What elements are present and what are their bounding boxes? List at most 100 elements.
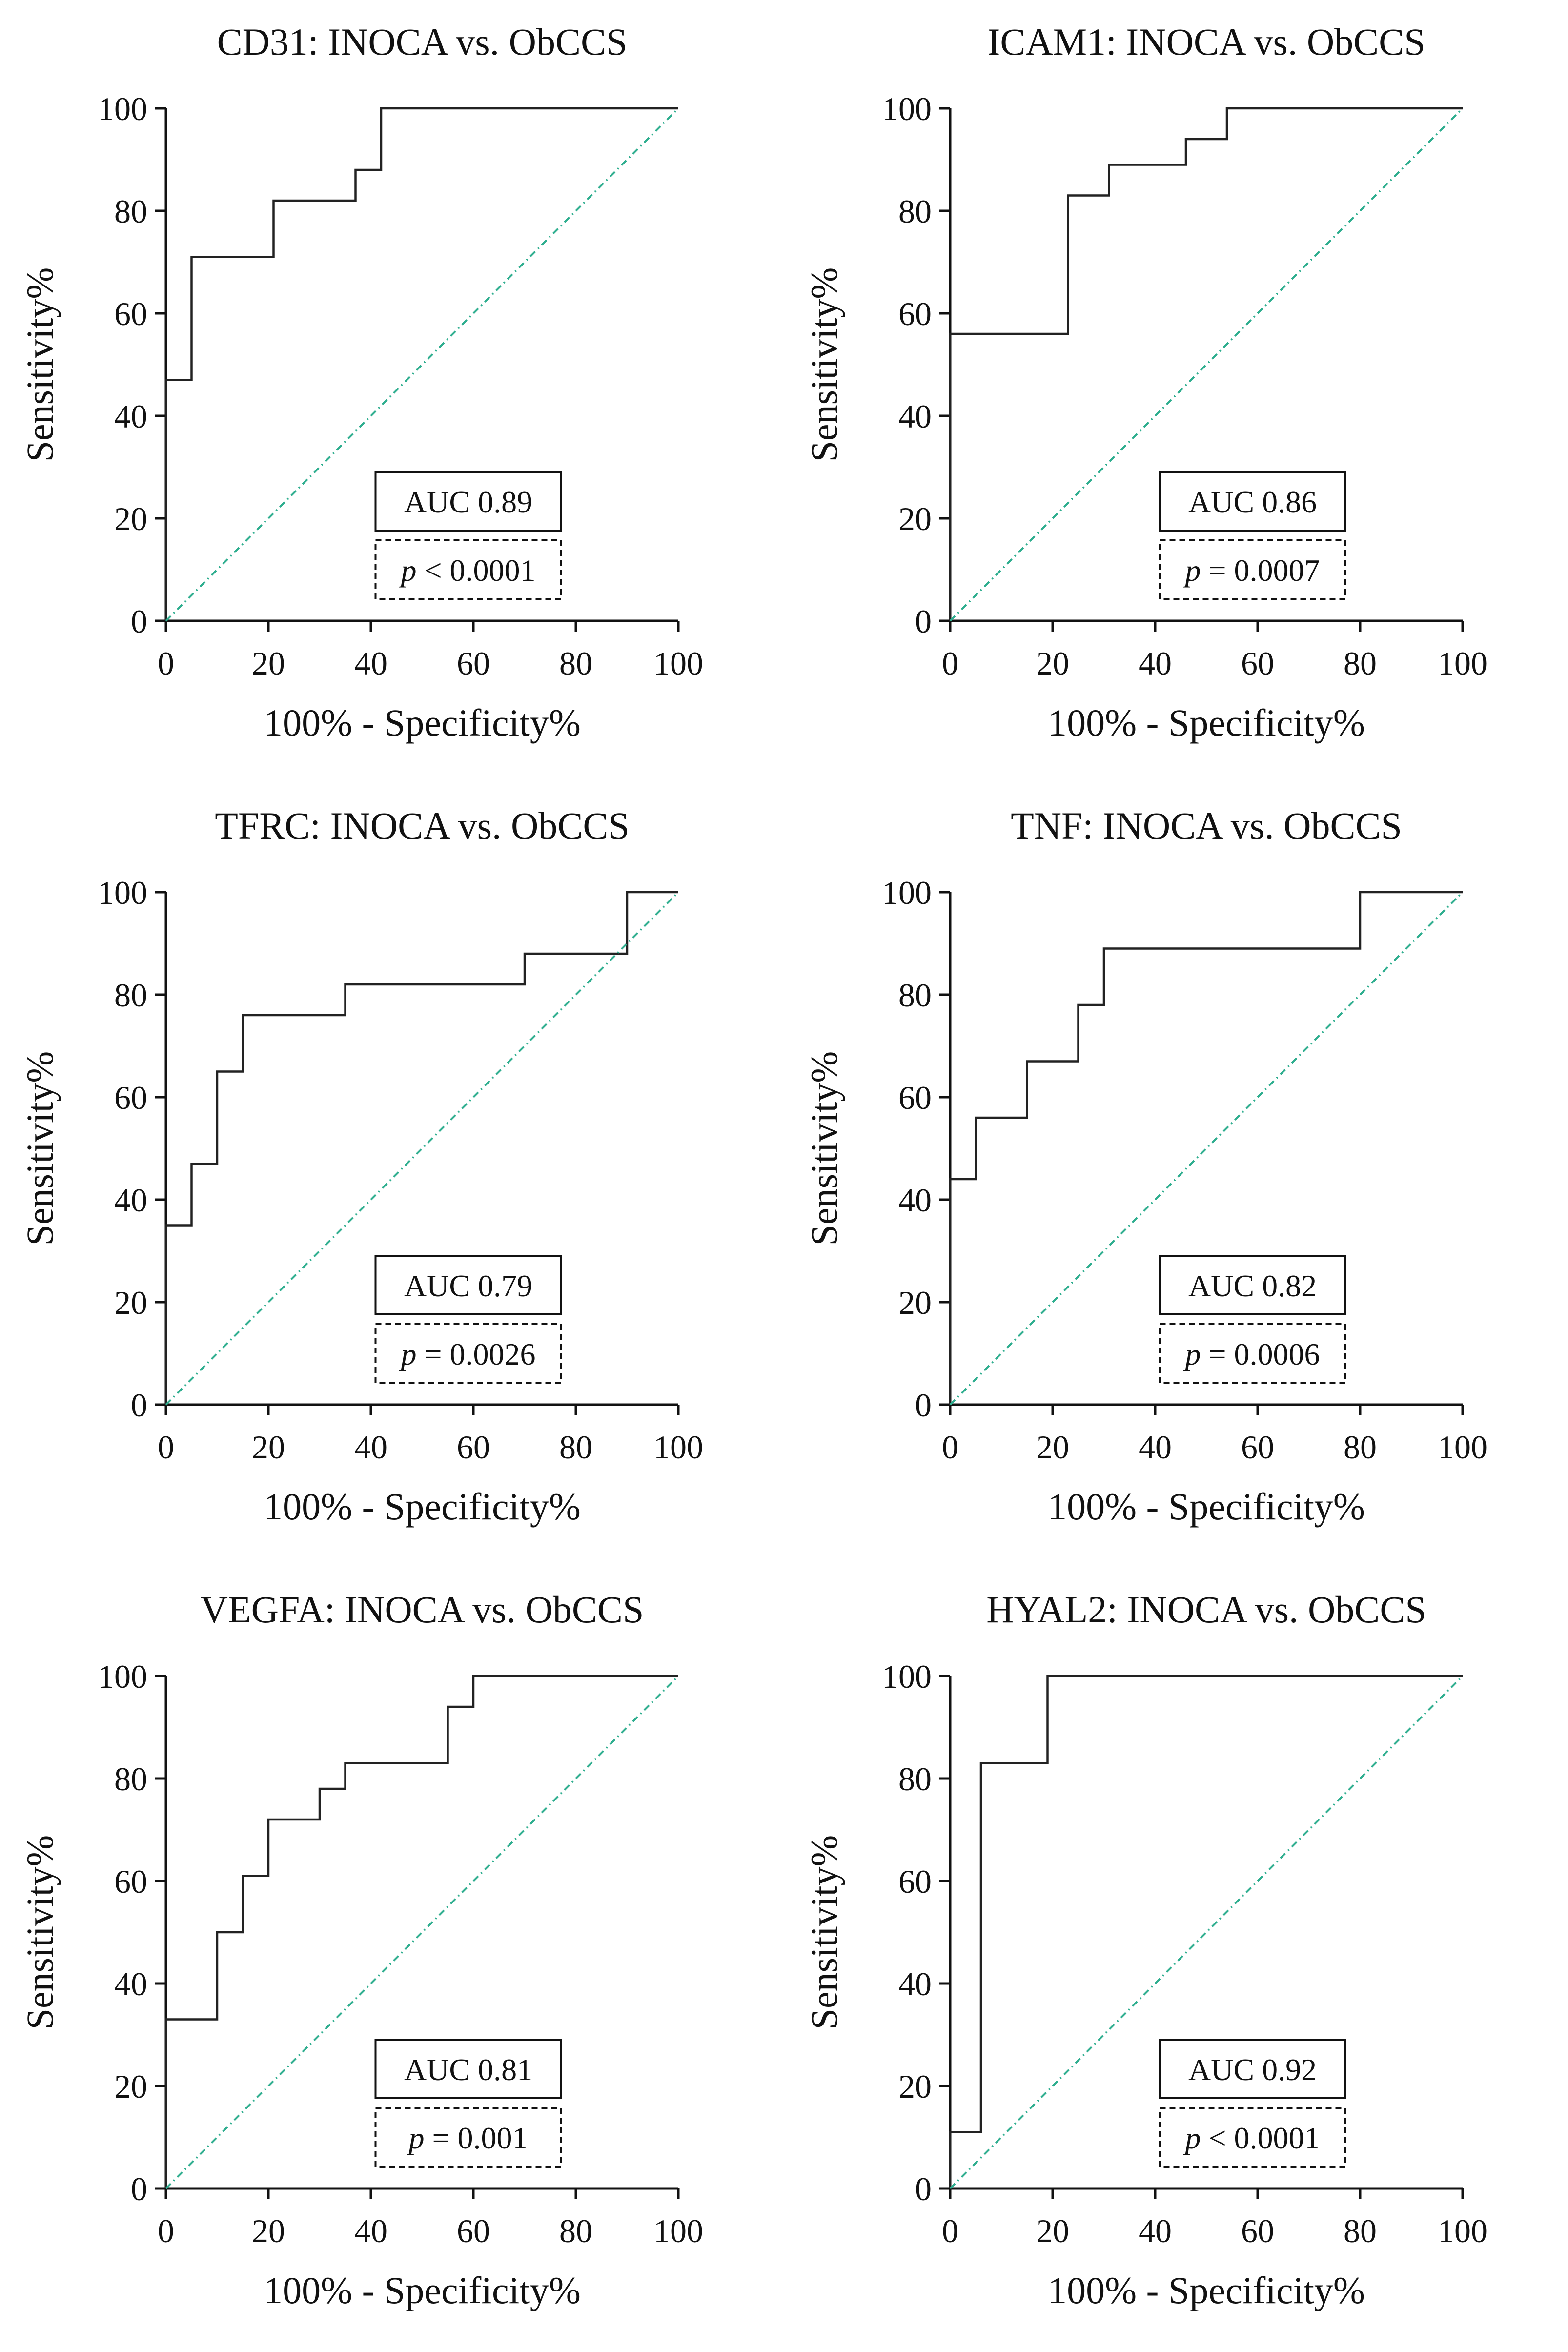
roc-panel: VEGFA: INOCA vs. ObCCS 0 0 20 20 40 40 60 60 80 80…	[0, 1568, 784, 2352]
y-tick-label: 20	[898, 500, 932, 537]
y-tick-label: 80	[114, 1760, 147, 1798]
p-value: p = 0.0026	[399, 1337, 535, 1371]
x-tick-label: 40	[354, 645, 387, 682]
y-tick-label: 40	[114, 1182, 147, 1219]
x-tick-label: 20	[252, 645, 285, 682]
x-tick-label: 40	[354, 2212, 387, 2250]
y-tick-label: 0	[131, 2170, 147, 2208]
auc-value: AUC 0.86	[1188, 485, 1317, 519]
p-symbol: p	[407, 2121, 424, 2155]
p-value-text: = 0.0026	[416, 1337, 535, 1371]
x-tick-label: 40	[354, 1429, 387, 1466]
x-tick-label: 0	[942, 1429, 958, 1466]
x-tick-label: 100	[653, 1429, 703, 1466]
y-tick-label: 0	[131, 1387, 147, 1424]
roc-curve	[949, 107, 1463, 621]
p-value: p < 0.0001	[1183, 2121, 1320, 2155]
chart-title: TNF: INOCA vs. ObCCS	[1011, 804, 1402, 847]
roc-curve	[949, 891, 1463, 1405]
p-value-text: < 0.0001	[416, 553, 535, 588]
x-axis-label: 100% - Specificity%	[1048, 2269, 1365, 2311]
x-tick-label: 80	[559, 1429, 592, 1466]
y-tick-label: 60	[898, 1863, 932, 1900]
x-tick-label: 40	[1139, 1429, 1172, 1466]
auc-box	[374, 2039, 562, 2099]
roc-chart: TNF: INOCA vs. ObCCS 00 20 20 40 40 60 60 80 80 10…	[803, 804, 1487, 1528]
y-tick-label: 100	[98, 90, 147, 127]
x-tick-label: 20	[252, 2212, 285, 2250]
y-tick-label: 80	[898, 977, 932, 1014]
p-symbol: p	[1183, 553, 1201, 588]
x-tick-label: 60	[1241, 1429, 1274, 1466]
auc-value: AUC 0.81	[404, 2052, 532, 2087]
auc-box	[374, 471, 562, 532]
p-symbol: p	[1183, 2121, 1201, 2155]
auc-value: AUC 0.92	[1188, 2052, 1317, 2087]
p-value-box	[374, 539, 562, 600]
y-tick-label: 20	[114, 2068, 147, 2105]
auc-box	[1159, 1255, 1346, 1315]
y-tick-label: 80	[114, 977, 147, 1014]
p-value-box	[1159, 1323, 1346, 1384]
p-value-box	[1159, 539, 1346, 600]
roc-chart: VEGFA: INOCA vs. ObCCS 00 20 20 40 40 60 60 80 80…	[19, 1588, 703, 2311]
roc-curve	[949, 1675, 1463, 2188]
x-tick-label: 100	[1438, 645, 1487, 682]
auc-value: AUC 0.89	[404, 485, 532, 519]
chart-title: VEGFA: INOCA vs. ObCCS	[201, 1588, 644, 1631]
x-tick-label: 20	[1036, 1429, 1069, 1466]
y-axis-label: Sensitivity%	[803, 1835, 845, 2030]
y-tick-label: 80	[114, 193, 147, 230]
y-tick-label: 40	[114, 398, 147, 435]
p-value-text: = 0.0006	[1201, 1337, 1320, 1371]
p-symbol: p	[1183, 1337, 1201, 1371]
roc-panel: CD31: INOCA vs. ObCCS 0 0 20 20 40 40 60 60 80 80 1…	[0, 0, 784, 784]
x-tick-label: 60	[1241, 645, 1274, 682]
x-tick-label: 20	[1036, 2212, 1069, 2250]
x-tick-label: 0	[942, 2212, 958, 2250]
x-tick-label: 20	[252, 1429, 285, 1466]
y-tick-label: 60	[898, 295, 932, 332]
p-value: p = 0.0006	[1183, 1337, 1320, 1371]
x-tick-label: 80	[1344, 645, 1377, 682]
y-tick-label: 20	[898, 1284, 932, 1321]
p-value-box	[1159, 2107, 1346, 2168]
x-tick-label: 80	[559, 645, 592, 682]
auc-box	[374, 1255, 562, 1315]
p-value-text: = 0.001	[424, 2121, 528, 2155]
y-tick-label: 0	[915, 603, 932, 640]
y-tick-label: 20	[114, 500, 147, 537]
x-tick-label: 80	[1344, 2212, 1377, 2250]
y-tick-label: 60	[114, 295, 147, 332]
roc-panel: TNF: INOCA vs. ObCCS 0 0 20 20 40 40 60 60 80 80 10…	[784, 784, 1568, 1568]
x-tick-label: 60	[457, 645, 490, 682]
roc-curve	[164, 891, 678, 1405]
x-tick-label: 40	[1139, 645, 1172, 682]
x-tick-label: 20	[1036, 645, 1069, 682]
y-tick-label: 100	[882, 90, 932, 127]
chart-title: TFRC: INOCA vs. ObCCS	[215, 804, 630, 847]
y-tick-label: 100	[882, 874, 932, 911]
auc-value: AUC 0.79	[404, 1268, 532, 1303]
x-tick-label: 80	[559, 2212, 592, 2250]
y-tick-label: 100	[98, 1658, 147, 1695]
auc-box	[1159, 471, 1346, 532]
x-tick-label: 80	[1344, 1429, 1377, 1466]
y-tick-label: 40	[898, 1182, 932, 1219]
y-tick-label: 20	[898, 2068, 932, 2105]
x-axis-label: 100% - Specificity%	[1048, 701, 1365, 744]
p-value-box	[374, 2107, 562, 2168]
roc-chart: CD31: INOCA vs. ObCCS 00 20 20 40 40 60 60 80 80 1…	[19, 20, 703, 744]
x-tick-label: 100	[653, 645, 703, 682]
x-axis-label: 100% - Specificity%	[264, 2269, 581, 2311]
x-tick-label: 40	[1139, 2212, 1172, 2250]
chart-title: CD31: INOCA vs. ObCCS	[217, 20, 628, 63]
p-value-text: = 0.0007	[1201, 553, 1320, 588]
roc-panel: TFRC: INOCA vs. ObCCS 0 0 20 20 40 40 60 60 80 80 1…	[0, 784, 784, 1568]
x-tick-label: 0	[158, 645, 174, 682]
x-tick-label: 60	[1241, 2212, 1274, 2250]
y-tick-label: 40	[898, 398, 932, 435]
y-tick-label: 40	[898, 1965, 932, 2003]
x-axis-label: 100% - Specificity%	[1048, 1485, 1365, 1528]
